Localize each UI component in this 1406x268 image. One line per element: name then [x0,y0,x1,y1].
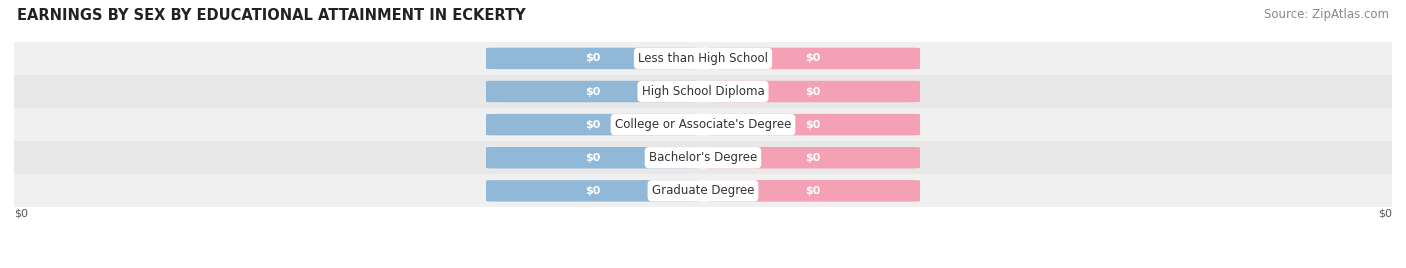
FancyBboxPatch shape [486,48,700,69]
Text: $0: $0 [585,153,600,163]
FancyBboxPatch shape [706,180,920,202]
FancyBboxPatch shape [706,48,920,69]
Bar [14,141,1392,174]
Text: $0: $0 [806,87,821,96]
Text: $0: $0 [806,53,821,64]
Text: Bachelor's Degree: Bachelor's Degree [650,151,756,164]
Text: $0: $0 [806,153,821,163]
Text: Less than High School: Less than High School [638,52,768,65]
Bar [14,108,1392,141]
Text: $0: $0 [585,53,600,64]
Text: $0: $0 [14,208,28,218]
Text: $0: $0 [585,186,600,196]
FancyBboxPatch shape [486,147,700,169]
Bar [14,174,1392,207]
Text: $0: $0 [1378,208,1392,218]
Text: Graduate Degree: Graduate Degree [652,184,754,197]
Text: $0: $0 [806,186,821,196]
Text: High School Diploma: High School Diploma [641,85,765,98]
FancyBboxPatch shape [486,180,700,202]
FancyBboxPatch shape [706,147,920,169]
FancyBboxPatch shape [486,114,700,135]
Text: $0: $0 [585,87,600,96]
FancyBboxPatch shape [486,81,700,102]
FancyBboxPatch shape [706,81,920,102]
Text: Source: ZipAtlas.com: Source: ZipAtlas.com [1264,8,1389,21]
Text: $0: $0 [585,120,600,130]
Text: College or Associate's Degree: College or Associate's Degree [614,118,792,131]
Bar [14,75,1392,108]
Text: $0: $0 [806,120,821,130]
Bar [14,42,1392,75]
FancyBboxPatch shape [706,114,920,135]
Text: EARNINGS BY SEX BY EDUCATIONAL ATTAINMENT IN ECKERTY: EARNINGS BY SEX BY EDUCATIONAL ATTAINMEN… [17,8,526,23]
